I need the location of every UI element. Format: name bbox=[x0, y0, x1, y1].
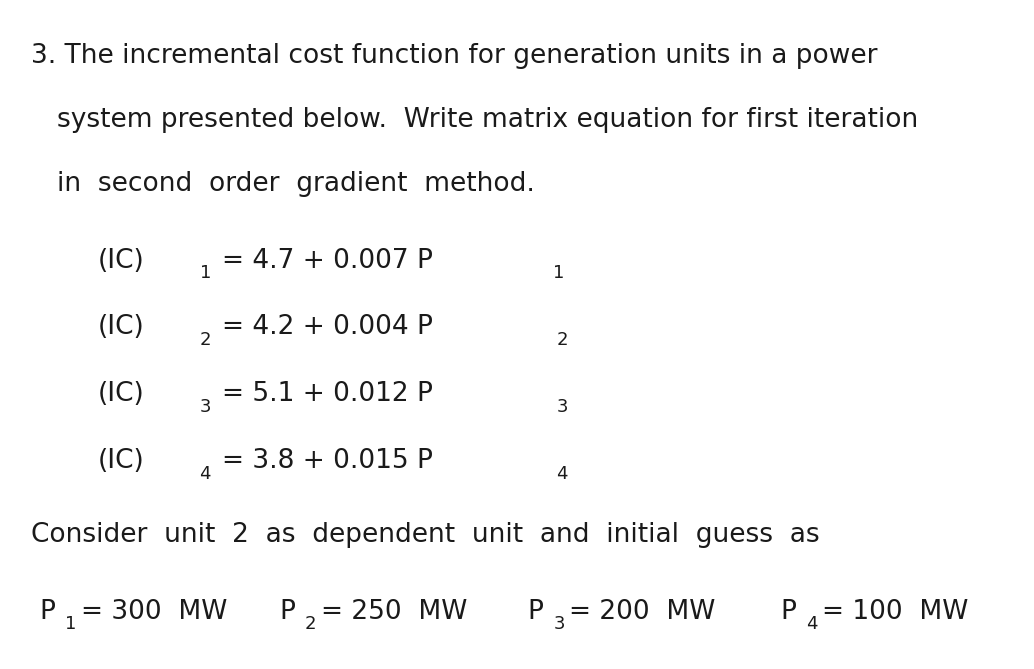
Text: 2: 2 bbox=[556, 331, 568, 349]
Text: 3: 3 bbox=[556, 398, 568, 416]
Text: = 200  MW: = 200 MW bbox=[569, 599, 716, 625]
Text: = 3.8 + 0.015 P: = 3.8 + 0.015 P bbox=[222, 448, 433, 474]
Text: = 4.7 + 0.007 P: = 4.7 + 0.007 P bbox=[222, 248, 433, 274]
Text: 1: 1 bbox=[553, 264, 565, 282]
Text: P: P bbox=[39, 599, 55, 625]
Text: P: P bbox=[279, 599, 295, 625]
Text: (IC): (IC) bbox=[98, 248, 145, 274]
Text: 4: 4 bbox=[807, 615, 818, 634]
Text: 1: 1 bbox=[65, 615, 77, 634]
Text: = 250  MW: = 250 MW bbox=[321, 599, 467, 625]
Text: 3: 3 bbox=[553, 615, 565, 634]
Text: = 4.2 + 0.004 P: = 4.2 + 0.004 P bbox=[222, 314, 433, 341]
Text: 4: 4 bbox=[556, 465, 568, 483]
Text: 1: 1 bbox=[200, 264, 211, 282]
Text: Consider  unit  2  as  dependent  unit  and  initial  guess  as: Consider unit 2 as dependent unit and in… bbox=[31, 522, 820, 548]
Text: (IC): (IC) bbox=[98, 381, 145, 407]
Text: 3. The incremental cost function for generation units in a power: 3. The incremental cost function for gen… bbox=[31, 43, 878, 70]
Text: = 5.1 + 0.012 P: = 5.1 + 0.012 P bbox=[222, 381, 433, 407]
Text: 3: 3 bbox=[200, 398, 211, 416]
Text: 2: 2 bbox=[200, 331, 211, 349]
Text: 2: 2 bbox=[305, 615, 316, 634]
Text: (IC): (IC) bbox=[98, 448, 145, 474]
Text: = 300  MW: = 300 MW bbox=[81, 599, 227, 625]
Text: system presented below.  Write matrix equation for first iteration: system presented below. Write matrix equ… bbox=[57, 107, 918, 133]
Text: P: P bbox=[527, 599, 543, 625]
Text: = 100  MW: = 100 MW bbox=[822, 599, 969, 625]
Text: in  second  order  gradient  method.: in second order gradient method. bbox=[57, 171, 535, 197]
Text: (IC): (IC) bbox=[98, 314, 145, 341]
Text: 4: 4 bbox=[200, 465, 211, 483]
Text: P: P bbox=[781, 599, 796, 625]
